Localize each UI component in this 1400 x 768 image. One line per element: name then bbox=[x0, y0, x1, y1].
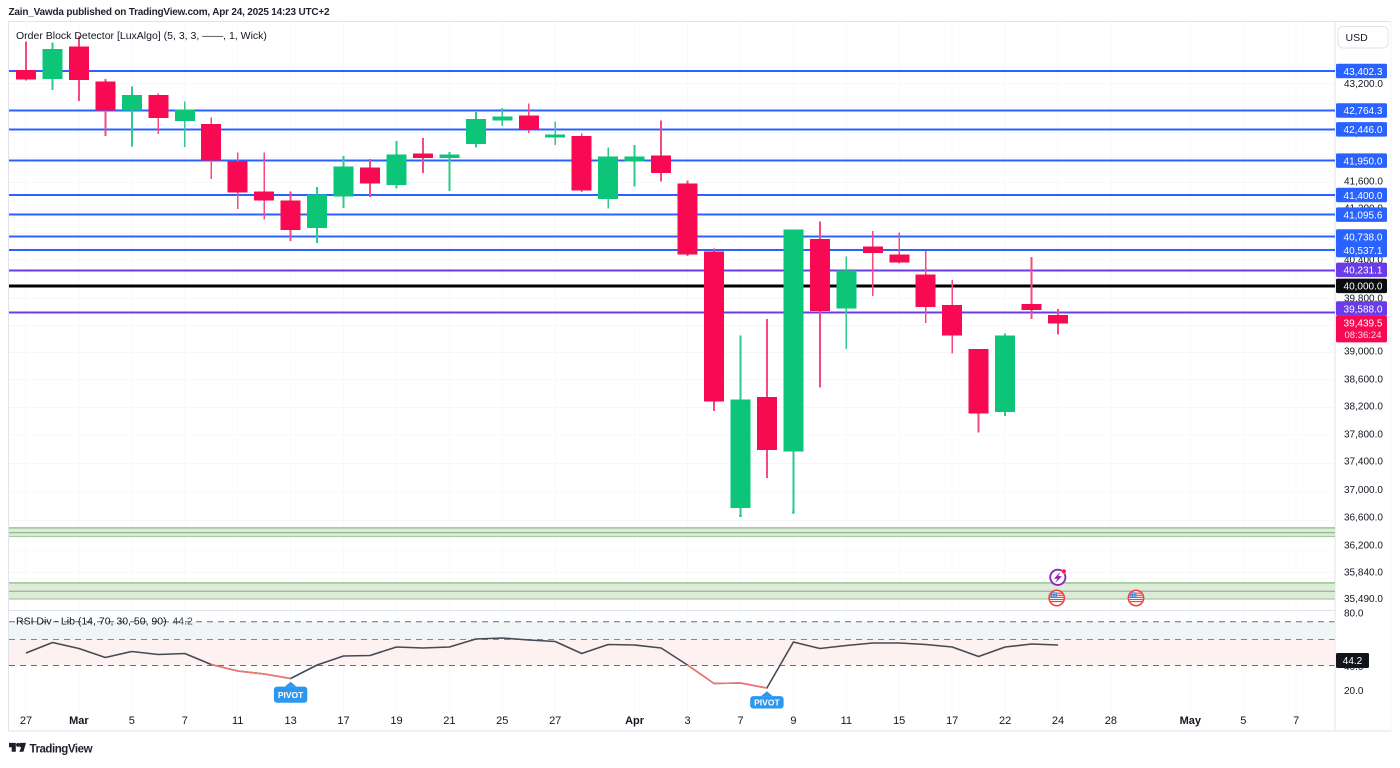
svg-text:13: 13 bbox=[284, 715, 296, 727]
svg-text:22: 22 bbox=[999, 715, 1011, 727]
svg-text:80.0: 80.0 bbox=[1344, 609, 1364, 620]
svg-text:35,490.0: 35,490.0 bbox=[1344, 594, 1383, 605]
svg-text:3: 3 bbox=[684, 715, 690, 727]
svg-text:11: 11 bbox=[232, 715, 243, 727]
svg-text:7: 7 bbox=[1293, 715, 1299, 727]
svg-text:25: 25 bbox=[496, 715, 508, 727]
svg-text:39,000.0: 39,000.0 bbox=[1344, 347, 1383, 358]
svg-text:38,200.0: 38,200.0 bbox=[1344, 402, 1383, 413]
svg-text:PIVOT: PIVOT bbox=[278, 690, 304, 700]
svg-text:11: 11 bbox=[841, 715, 852, 727]
svg-text:39,439.5: 39,439.5 bbox=[1344, 318, 1383, 329]
svg-text:Zain_Vawda published on Tradin: Zain_Vawda published on TradingView.com,… bbox=[9, 7, 331, 18]
svg-text:42,446.0: 42,446.0 bbox=[1344, 125, 1383, 136]
svg-text:38,600.0: 38,600.0 bbox=[1344, 374, 1383, 385]
svg-text:20.0: 20.0 bbox=[1344, 686, 1364, 697]
svg-text:Mar: Mar bbox=[69, 715, 89, 727]
svg-text:Apr: Apr bbox=[625, 715, 645, 727]
svg-text:43,402.3: 43,402.3 bbox=[1344, 67, 1383, 78]
svg-text:40,400.0: 40,400.0 bbox=[1344, 255, 1383, 266]
svg-text:17: 17 bbox=[337, 715, 349, 727]
svg-text:41,950.0: 41,950.0 bbox=[1344, 156, 1383, 167]
svg-text:36,600.0: 36,600.0 bbox=[1344, 513, 1383, 524]
svg-text:43,200.0: 43,200.0 bbox=[1344, 79, 1383, 90]
svg-text:May: May bbox=[1180, 715, 1202, 727]
svg-text:15: 15 bbox=[893, 715, 905, 727]
svg-text:42,764.3: 42,764.3 bbox=[1344, 106, 1383, 117]
svg-text:PIVOT: PIVOT bbox=[754, 698, 780, 708]
svg-text:35,840.0: 35,840.0 bbox=[1344, 568, 1383, 579]
svg-text:08:36:24: 08:36:24 bbox=[1345, 330, 1382, 341]
svg-text:37,400.0: 37,400.0 bbox=[1344, 457, 1383, 468]
svg-text:5: 5 bbox=[129, 715, 135, 727]
svg-text:27: 27 bbox=[20, 715, 32, 727]
svg-text:28: 28 bbox=[1105, 715, 1117, 727]
svg-text:7: 7 bbox=[737, 715, 743, 727]
svg-text:RSI Div - Lib (14, 70, 30, 50,: RSI Div - Lib (14, 70, 30, 50, 90) 44.2 bbox=[16, 616, 193, 628]
svg-text:41,400.0: 41,400.0 bbox=[1344, 191, 1383, 202]
svg-text:37,000.0: 37,000.0 bbox=[1344, 485, 1383, 496]
svg-text:TradingView: TradingView bbox=[30, 744, 93, 756]
svg-text:24: 24 bbox=[1052, 715, 1064, 727]
svg-text:41,095.6: 41,095.6 bbox=[1344, 210, 1383, 221]
svg-text:40,537.1: 40,537.1 bbox=[1344, 246, 1383, 257]
svg-text:7: 7 bbox=[182, 715, 188, 727]
svg-text:21: 21 bbox=[443, 715, 455, 727]
svg-text:37,800.0: 37,800.0 bbox=[1344, 429, 1383, 440]
svg-text:44.2: 44.2 bbox=[1343, 656, 1363, 667]
svg-text:40,000.0: 40,000.0 bbox=[1344, 282, 1383, 293]
svg-text:19: 19 bbox=[390, 715, 402, 727]
svg-text:17: 17 bbox=[946, 715, 958, 727]
svg-text:40,738.0: 40,738.0 bbox=[1344, 232, 1383, 243]
svg-text:5: 5 bbox=[1240, 715, 1246, 727]
svg-text:27: 27 bbox=[549, 715, 561, 727]
svg-text:9: 9 bbox=[790, 715, 796, 727]
svg-text:39,588.0: 39,588.0 bbox=[1344, 304, 1383, 315]
svg-text:39,800.0: 39,800.0 bbox=[1344, 294, 1383, 305]
svg-text:36,200.0: 36,200.0 bbox=[1344, 540, 1383, 551]
svg-text:Order Block Detector [LuxAlgo]: Order Block Detector [LuxAlgo] (5, 3, 3,… bbox=[16, 30, 267, 42]
svg-text:41,600.0: 41,600.0 bbox=[1344, 177, 1383, 188]
svg-text:USD: USD bbox=[1346, 32, 1369, 44]
svg-text:40,231.1: 40,231.1 bbox=[1344, 266, 1383, 277]
